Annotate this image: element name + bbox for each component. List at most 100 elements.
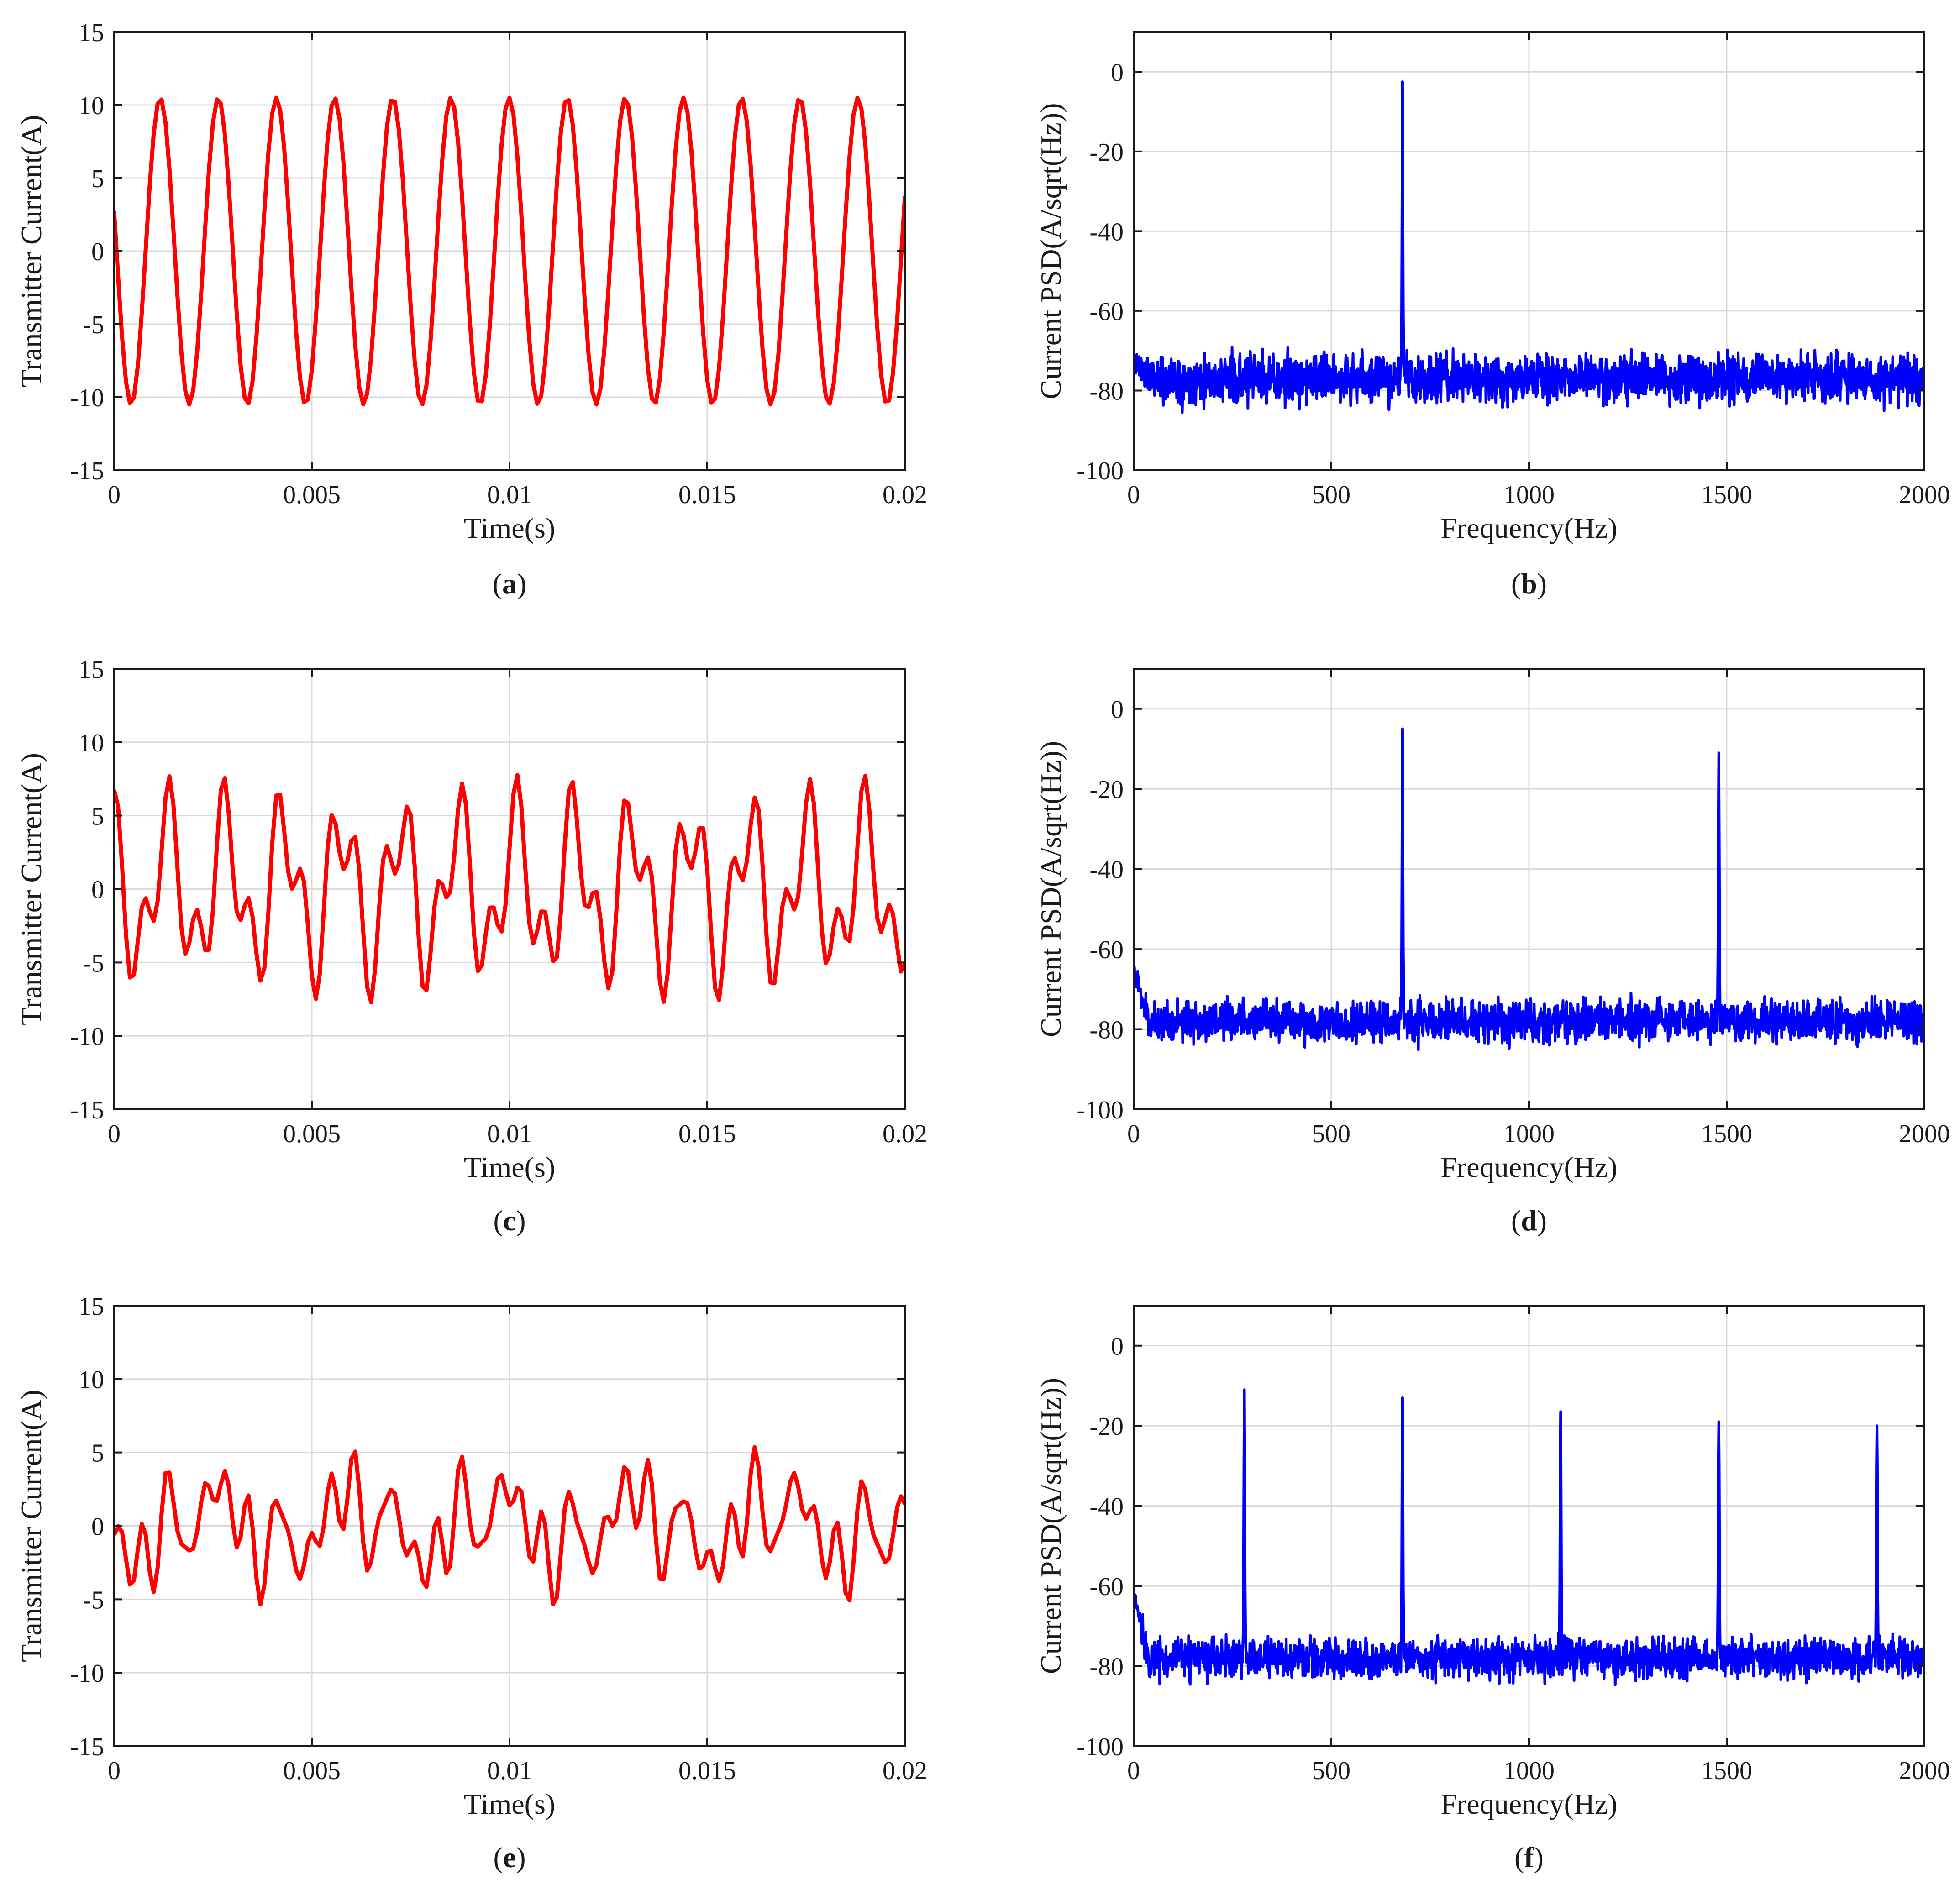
y-tick-label: -20	[1089, 138, 1124, 167]
y-tick-label: 10	[79, 92, 104, 120]
y-tick-label: -60	[1089, 298, 1124, 326]
y-tick-label: 15	[79, 656, 104, 684]
y-axis-label: Transmitter Current(A)	[15, 115, 47, 388]
x-axis-label: Frequency(Hz)	[1440, 1788, 1617, 1820]
x-tick-label: 1000	[1503, 481, 1555, 509]
y-tick-label: -5	[83, 311, 104, 339]
y-tick-label: 5	[91, 165, 104, 193]
y-tick-label: 15	[79, 1292, 104, 1321]
series-line-c	[114, 773, 905, 1005]
x-tick-label: 0.005	[283, 1120, 341, 1148]
x-tick-label: 0.015	[678, 1757, 736, 1785]
y-tick-label: -80	[1089, 1653, 1124, 1681]
y-axis-label: Transmitter Current(A)	[15, 753, 47, 1025]
x-tick-label: 0	[108, 1120, 121, 1148]
y-tick-label: -10	[70, 1659, 104, 1688]
x-tick-label: 1500	[1701, 1120, 1752, 1148]
y-tick-label: -100	[1077, 1096, 1124, 1124]
panel-label-e: (e)	[493, 1841, 525, 1874]
y-tick-label: 0	[91, 876, 104, 904]
y-tick-label: 10	[79, 1366, 104, 1394]
panel-label-d: (d)	[1511, 1204, 1547, 1237]
x-tick-label: 0	[1127, 481, 1140, 509]
series-line-f	[1134, 1388, 1924, 1686]
y-tick-label: -60	[1089, 936, 1124, 964]
x-tick-label: 2000	[1899, 481, 1950, 509]
y-tick-label: -10	[70, 384, 104, 412]
y-tick-label: -100	[1077, 457, 1124, 485]
x-tick-label: 0	[108, 481, 121, 509]
panel-c: 0 0.005 0.01 0.015 0.02 -15 -10 -5 0 5 10 15 Time(s)…	[15, 656, 927, 1237]
x-axis-label: Time(s)	[464, 512, 555, 544]
panel-letter: c	[503, 1204, 516, 1237]
y-tick-label: -20	[1089, 776, 1124, 804]
y-tick-label: 10	[79, 729, 104, 757]
y-tick-label: 0	[91, 238, 104, 266]
y-tick-label: -80	[1089, 1016, 1124, 1045]
x-tick-label: 0	[1127, 1120, 1140, 1148]
panel-b: 0 500 1000 1500 2000 -100 -80 -60 -40 -20 0 Frequen…	[1035, 31, 1950, 600]
x-tick-label: 1000	[1503, 1757, 1555, 1785]
series-line-d	[1134, 727, 1924, 1051]
x-tick-label: 0.02	[883, 1757, 927, 1785]
x-tick-label: 2000	[1899, 1757, 1950, 1785]
x-tick-label: 0.02	[883, 1120, 927, 1148]
panel-letter: a	[502, 567, 517, 600]
x-tick-label: 1500	[1701, 481, 1752, 509]
x-tick-label: 0	[1127, 1757, 1140, 1785]
series-line-b	[1134, 80, 1924, 414]
x-axis-label: Time(s)	[464, 1788, 555, 1820]
y-tick-label: -15	[70, 1733, 104, 1761]
x-tick-label: 500	[1312, 481, 1350, 509]
y-axis-label: Current PSD(A/sqrt(Hz))	[1035, 1378, 1067, 1674]
panel-label-c: (c)	[493, 1204, 525, 1237]
y-tick-label: -60	[1089, 1573, 1124, 1601]
panel-label-f: (f)	[1514, 1841, 1544, 1874]
y-tick-label: -15	[70, 457, 104, 485]
x-tick-label: 500	[1312, 1757, 1350, 1785]
panel-f: 0 500 1000 1500 2000 -100 -80 -60 -40 -20 0 Frequen…	[1035, 1305, 1950, 1874]
series-line-e	[114, 1445, 905, 1607]
y-tick-label: -40	[1089, 856, 1124, 884]
y-tick-label: -15	[70, 1096, 104, 1124]
x-tick-label: 0.015	[678, 481, 736, 509]
y-tick-label: -20	[1089, 1412, 1124, 1441]
panel-letter: d	[1521, 1204, 1537, 1237]
panel-letter: f	[1524, 1841, 1534, 1874]
y-axis-label: Transmitter Current(A)	[15, 1390, 47, 1662]
y-tick-label: -100	[1077, 1733, 1124, 1761]
y-axis-label: Current PSD(A/sqrt(Hz))	[1035, 103, 1067, 399]
panel-a: 0 0.005 0.01 0.015 0.02 -15 -10 -5 0 5 10 15 Time(s)…	[15, 19, 927, 600]
y-tick-label: -40	[1089, 1493, 1124, 1521]
x-tick-label: 500	[1312, 1120, 1350, 1148]
x-axis-label: Frequency(Hz)	[1440, 512, 1617, 544]
y-tick-label: 5	[91, 803, 104, 831]
panel-label-a: (a)	[493, 567, 527, 600]
y-tick-label: -80	[1089, 377, 1124, 405]
x-tick-label: 1500	[1701, 1757, 1752, 1785]
x-axis-label: Frequency(Hz)	[1440, 1151, 1617, 1183]
x-tick-label: 0.01	[487, 481, 532, 509]
panel-label-b: (b)	[1511, 567, 1547, 600]
y-tick-label: -10	[70, 1023, 104, 1051]
x-tick-label: 0	[108, 1757, 121, 1785]
x-tick-label: 1000	[1503, 1120, 1555, 1148]
panel-e: 0 0.005 0.01 0.015 0.02 -15 -10 -5 0 5 10 15 Time(s)…	[15, 1292, 927, 1874]
y-axis-label: Current PSD(A/sqrt(Hz))	[1035, 741, 1067, 1037]
y-tick-label: -5	[83, 949, 104, 977]
panel-letter: b	[1521, 567, 1537, 600]
panel-letter: e	[503, 1841, 516, 1874]
y-tick-label: 5	[91, 1439, 104, 1468]
x-tick-label: 0.005	[283, 1757, 341, 1785]
y-tick-label: 15	[79, 19, 104, 47]
y-tick-label: 0	[1111, 696, 1124, 724]
panel-d: 0 500 1000 1500 2000 -100 -80 -60 -40 -20 0 Frequen…	[1035, 668, 1950, 1237]
x-axis-label: Time(s)	[464, 1151, 555, 1183]
y-tick-label: -40	[1089, 218, 1124, 246]
x-tick-label: 0.02	[883, 481, 927, 509]
y-tick-label: 0	[91, 1513, 104, 1541]
x-tick-label: 0.005	[283, 481, 341, 509]
x-tick-label: 2000	[1899, 1120, 1950, 1148]
x-tick-label: 0.015	[678, 1120, 736, 1148]
